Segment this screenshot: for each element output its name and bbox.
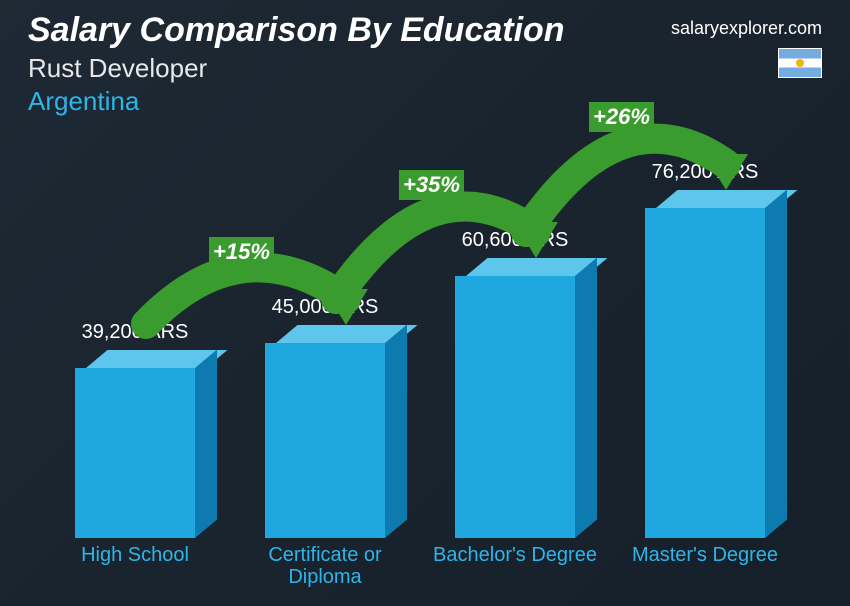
bar-side-face <box>765 190 787 538</box>
brand-label: salaryexplorer.com <box>671 18 822 39</box>
flag-icon <box>778 48 822 78</box>
increase-percent-label: +15% <box>209 237 274 267</box>
bar-chart: 39,200 ARS45,000 ARS60,600 ARS76,200 ARS… <box>40 130 800 588</box>
x-axis-label: Certificate or Diploma <box>230 540 420 588</box>
bar-front-face <box>75 368 195 538</box>
increase-percent-label: +35% <box>399 170 464 200</box>
x-labels: High SchoolCertificate or DiplomaBachelo… <box>40 540 800 588</box>
chart-subtitle: Rust Developer <box>28 53 822 84</box>
increase-percent-label: +26% <box>589 102 654 132</box>
x-axis-label: High School <box>40 540 230 588</box>
bar-side-face <box>575 258 597 538</box>
x-axis-label: Master's Degree <box>610 540 800 588</box>
x-axis-label: Bachelor's Degree <box>420 540 610 588</box>
